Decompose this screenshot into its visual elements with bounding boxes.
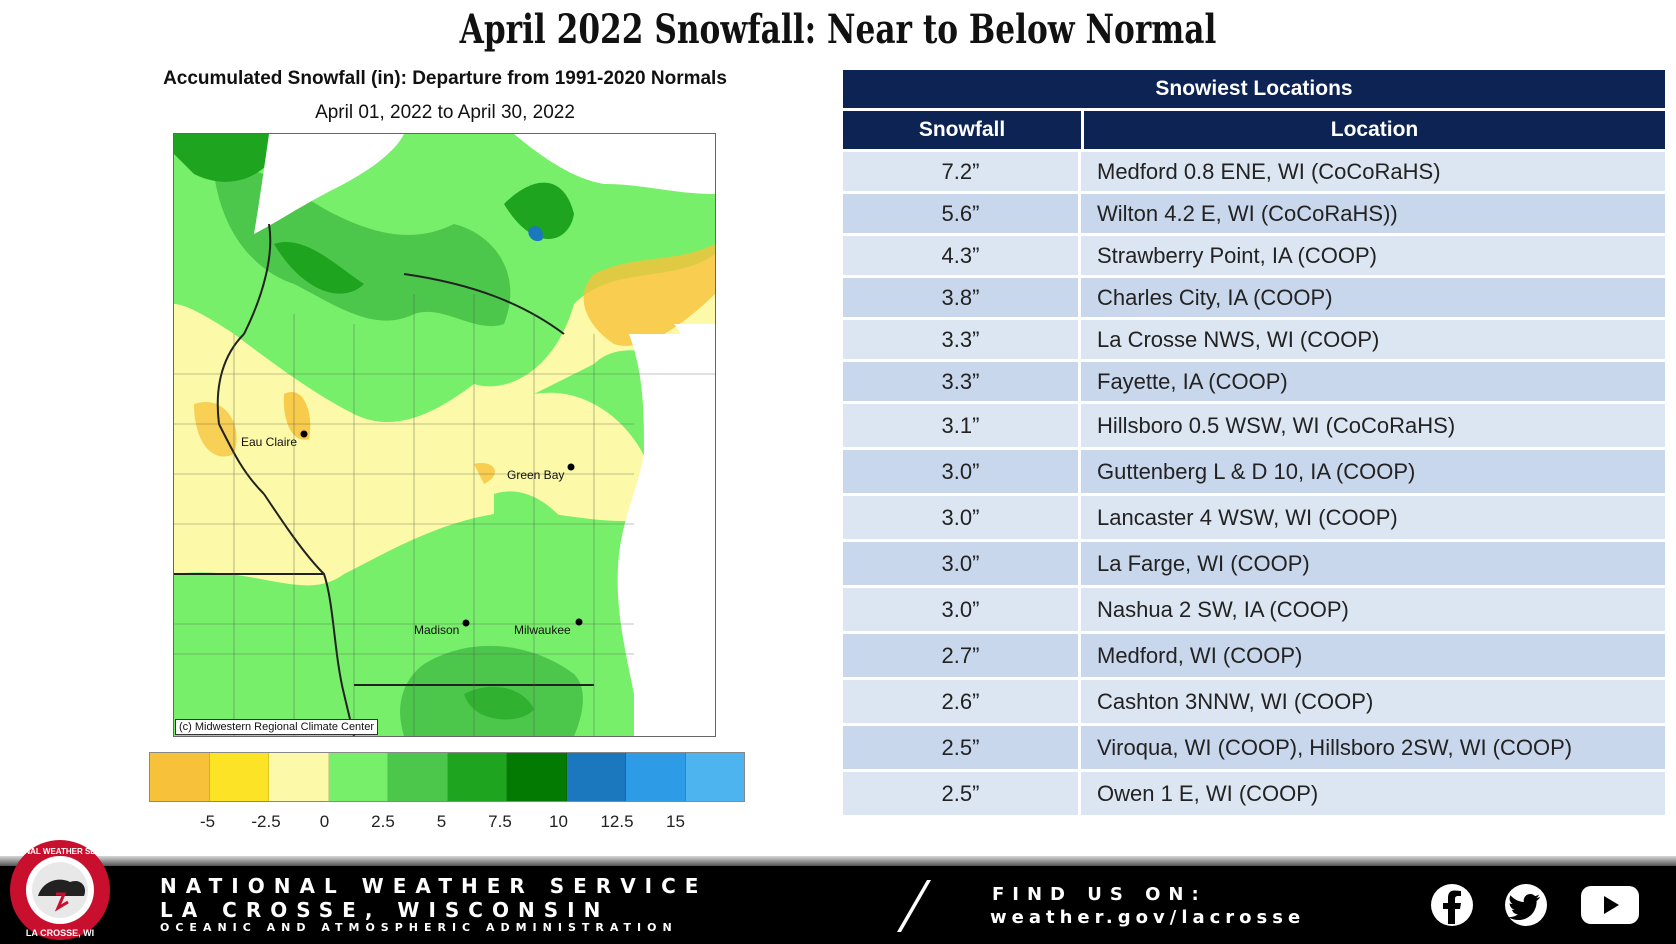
table-row: 2.6” Cashton 3NNW, WI (COOP) xyxy=(843,680,1665,723)
city-label-green-bay: Green Bay xyxy=(507,468,564,482)
city-label-milwaukee: Milwaukee xyxy=(514,623,571,637)
location-cell: Charles City, IA (COOP) xyxy=(1097,285,1333,310)
location-cell: La Farge, WI (COOP) xyxy=(1097,551,1310,576)
location-cell: Nashua 2 SW, IA (COOP) xyxy=(1097,597,1349,622)
facebook-icon[interactable] xyxy=(1422,883,1482,927)
legend-tick-label: 15 xyxy=(666,812,685,831)
legend-swatch xyxy=(447,753,507,801)
legend-swatch xyxy=(150,753,210,801)
table-row: 3.0” Lancaster 4 WSW, WI (COOP) xyxy=(843,496,1665,539)
snowfall-cell: 7.2” xyxy=(843,152,1081,191)
location-cell: Wilton 4.2 E, WI (CoCoRaHS)) xyxy=(1097,201,1398,226)
legend-tick-label: -5 xyxy=(199,812,216,831)
location-cell: Owen 1 E, WI (COOP) xyxy=(1097,781,1319,806)
table-row: 3.8” Charles City, IA (COOP) xyxy=(843,278,1665,317)
location-cell: Fayette, IA (COOP) xyxy=(1097,369,1288,394)
legend-swatch xyxy=(388,753,448,801)
location-cell: Lancaster 4 WSW, WI (COOP) xyxy=(1097,505,1398,530)
snowfall-cell: 3.0” xyxy=(843,496,1081,539)
legend-tick-label: 12.5 xyxy=(600,812,634,831)
legend-swatch xyxy=(507,753,567,801)
location-cell: Medford 0.8 ENE, WI (CoCoRaHS) xyxy=(1097,159,1441,184)
legend-swatch xyxy=(269,753,329,801)
find-us-label: FIND US ON: xyxy=(992,884,1207,905)
snowfall-cell: 4.3” xyxy=(843,236,1081,275)
legend-tick-label: 5 xyxy=(436,812,447,831)
location-cell: Guttenberg L & D 10, IA (COOP) xyxy=(1097,459,1416,484)
map-title: Accumulated Snowfall (in): Departure fro… xyxy=(163,68,727,89)
table-row: 7.2” Medford 0.8 ENE, WI (CoCoRaHS) xyxy=(843,152,1665,191)
map-date-range: April 01, 2022 to April 30, 2022 xyxy=(315,102,575,123)
snowfall-cell: 2.7” xyxy=(843,634,1081,677)
location-cell: Cashton 3NNW, WI (COOP) xyxy=(1097,689,1374,714)
map-credit: (c) Midwestern Regional Climate Center xyxy=(175,719,379,735)
footer-divider xyxy=(0,856,1676,866)
location-cell: Viroqua, WI (COOP), Hillsboro 2SW, WI (C… xyxy=(1097,735,1573,760)
table-row: 2.5” Owen 1 E, WI (COOP) xyxy=(843,772,1665,815)
location-cell: Strawberry Point, IA (COOP) xyxy=(1097,243,1377,268)
legend-tick-label: 10 xyxy=(549,812,568,831)
color-legend xyxy=(149,752,745,802)
org-line-1: NATIONAL WEATHER SERVICE xyxy=(160,874,708,898)
snowfall-cell: 3.0” xyxy=(843,450,1081,493)
city-label-eau-claire: Eau Claire xyxy=(241,435,297,449)
nws-logo: NATIONAL WEATHER SERVICE LA CROSSE, WI xyxy=(8,840,112,940)
snowfall-cell: 3.0” xyxy=(843,542,1081,585)
table-title: Snowiest Locations xyxy=(843,70,1665,108)
legend-tick-label: -2.5 xyxy=(251,812,281,831)
legend-swatch xyxy=(685,753,744,801)
table-row: 3.1” Hillsboro 0.5 WSW, WI (CoCoRaHS) xyxy=(843,404,1665,447)
location-cell: Medford, WI (COOP) xyxy=(1097,643,1303,668)
snowfall-cell: 3.0” xyxy=(843,588,1081,631)
table-row: 5.6” Wilton 4.2 E, WI (CoCoRaHS)) xyxy=(843,194,1665,233)
location-cell: Hillsboro 0.5 WSW, WI (CoCoRaHS) xyxy=(1097,413,1456,438)
legend-swatch xyxy=(626,753,686,801)
legend-swatch xyxy=(209,753,269,801)
snowfall-cell: 2.5” xyxy=(843,726,1081,769)
snowiest-locations-table: Snowiest Locations Snowfall Location 7.2… xyxy=(843,70,1665,818)
table-row: 3.0” La Farge, WI (COOP) xyxy=(843,542,1665,585)
legend-tick-label: 7.5 xyxy=(488,812,512,831)
website-link[interactable]: weather.gov/lacrosse xyxy=(990,907,1306,928)
table-row: 2.7” Medford, WI (COOP) xyxy=(843,634,1665,677)
column-header-snowfall: Snowfall xyxy=(843,111,1084,149)
table-body: 7.2” Medford 0.8 ENE, WI (CoCoRaHS) 5.6” Wi… xyxy=(843,152,1665,815)
table-row: 3.0” Nashua 2 SW, IA (COOP) xyxy=(843,588,1665,631)
logo-bottom-text: LA CROSSE, WI xyxy=(26,928,94,938)
table-row: 2.5” Viroqua, WI (COOP), Hillsboro 2SW, W… xyxy=(843,726,1665,769)
legend-tick-label: 2.5 xyxy=(371,812,395,831)
footer-bar xyxy=(0,866,1676,944)
logo-top-text: NATIONAL WEATHER SERVICE xyxy=(8,847,112,856)
snowfall-cell: 3.3” xyxy=(843,320,1081,359)
legend-swatch xyxy=(328,753,388,801)
snowfall-cell: 2.5” xyxy=(843,772,1081,815)
org-line-2: LA CROSSE, WISCONSIN xyxy=(160,898,610,922)
table-row: 3.3” La Crosse NWS, WI (COOP) xyxy=(843,320,1665,359)
column-header-location: Location xyxy=(1330,118,1419,141)
snowfall-cell: 3.8” xyxy=(843,278,1081,317)
snowfall-departure-map: Eau Claire Green Bay Madison Milwaukee (… xyxy=(173,133,716,737)
snowfall-cell: 5.6” xyxy=(843,194,1081,233)
table-row: 3.3” Fayette, IA (COOP) xyxy=(843,362,1665,401)
city-label-madison: Madison xyxy=(414,623,459,637)
table-row: 4.3” Strawberry Point, IA (COOP) xyxy=(843,236,1665,275)
legend-swatch xyxy=(566,753,626,801)
org-line-3: OCEANIC AND ATMOSPHERIC ADMINISTRATION xyxy=(160,921,678,934)
legend-tick-label: 0 xyxy=(319,812,330,831)
location-cell: La Crosse NWS, WI (COOP) xyxy=(1097,327,1380,352)
snowfall-cell: 3.3” xyxy=(843,362,1081,401)
youtube-icon[interactable] xyxy=(1580,883,1640,927)
table-header-row: Snowfall Location xyxy=(843,111,1665,149)
snowfall-cell: 3.1” xyxy=(843,404,1081,447)
page-title: April 2022 Snowfall: Near to Below Norma… xyxy=(459,6,1217,53)
table-row: 3.0” Guttenberg L & D 10, IA (COOP) xyxy=(843,450,1665,493)
twitter-icon[interactable] xyxy=(1496,883,1556,927)
snowfall-cell: 2.6” xyxy=(843,680,1081,723)
